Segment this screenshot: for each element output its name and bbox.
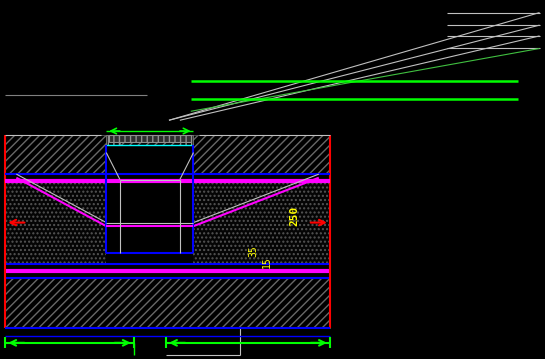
Bar — [5, 278, 330, 328]
Bar — [5, 135, 330, 174]
Bar — [106, 135, 120, 145]
Bar — [106, 145, 193, 264]
Text: 250: 250 — [289, 205, 299, 225]
Text: 15: 15 — [262, 256, 272, 268]
Bar — [5, 181, 330, 264]
Text: 35: 35 — [249, 246, 258, 257]
Bar — [109, 135, 191, 142]
Bar — [180, 135, 193, 145]
Bar — [5, 328, 330, 345]
